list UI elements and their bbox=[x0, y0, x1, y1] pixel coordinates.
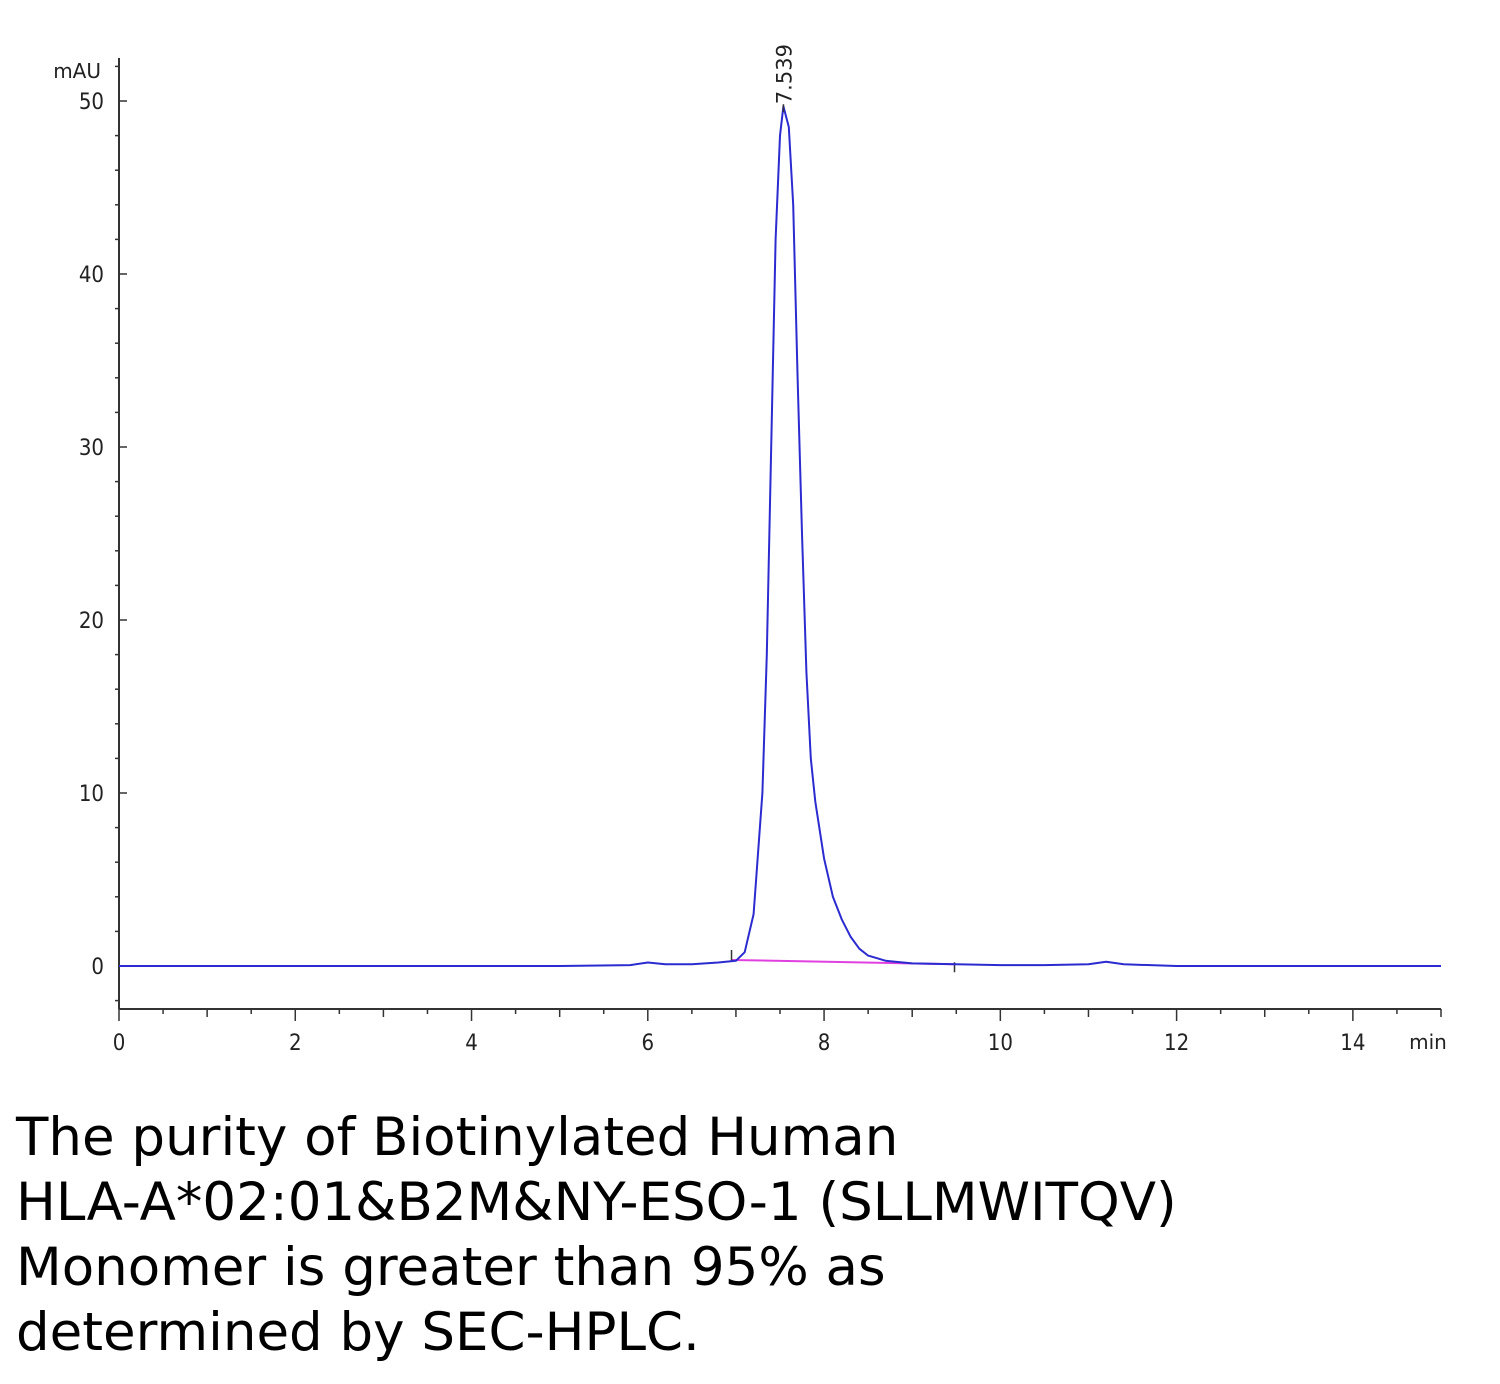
y-tick-label: 20 bbox=[79, 609, 104, 634]
peak-label: 7.539 bbox=[772, 44, 796, 104]
x-tick-label: 10 bbox=[988, 1031, 1013, 1056]
caption-line-1: The purity of Biotinylated Human bbox=[16, 1107, 899, 1168]
axes: 0 10 20 30 40 50 mAU 0 2 4 6 8 10 12 14 min bbox=[53, 58, 1447, 1056]
y-tick-label: 50 bbox=[79, 90, 104, 115]
chart-marks: 7.539 bbox=[119, 44, 1441, 973]
x-tick-label: 6 bbox=[642, 1031, 655, 1056]
x-tick-label: 0 bbox=[113, 1031, 126, 1056]
x-tick-label: 4 bbox=[465, 1031, 478, 1056]
y-tick-label: 40 bbox=[79, 263, 104, 288]
caption-line-4: determined by SEC-HPLC. bbox=[16, 1302, 700, 1363]
caption-line-2: HLA-A*02:01&B2M&NY-ESO-1 (SLLMWITQV) bbox=[16, 1172, 1177, 1233]
chromatogram-trace bbox=[119, 105, 1441, 967]
y-tick-label: 0 bbox=[91, 955, 104, 980]
y-axis-label: mAU bbox=[53, 59, 101, 83]
x-tick-label: 14 bbox=[1340, 1031, 1365, 1056]
y-tick-label: 10 bbox=[79, 782, 104, 807]
caption-line-3: Monomer is greater than 95% as bbox=[16, 1237, 886, 1298]
caption: The purity of Biotinylated Human HLA-A*0… bbox=[16, 1105, 1486, 1365]
y-tick-label: 30 bbox=[79, 436, 104, 461]
hplc-chart: 0 10 20 30 40 50 mAU 0 2 4 6 8 10 12 14 min 7.539 bbox=[53, 44, 1447, 1056]
x-axis-label: min bbox=[1409, 1030, 1447, 1054]
x-tick-label: 12 bbox=[1164, 1031, 1189, 1056]
x-tick-label: 2 bbox=[289, 1031, 302, 1056]
x-tick-label: 8 bbox=[818, 1031, 831, 1056]
